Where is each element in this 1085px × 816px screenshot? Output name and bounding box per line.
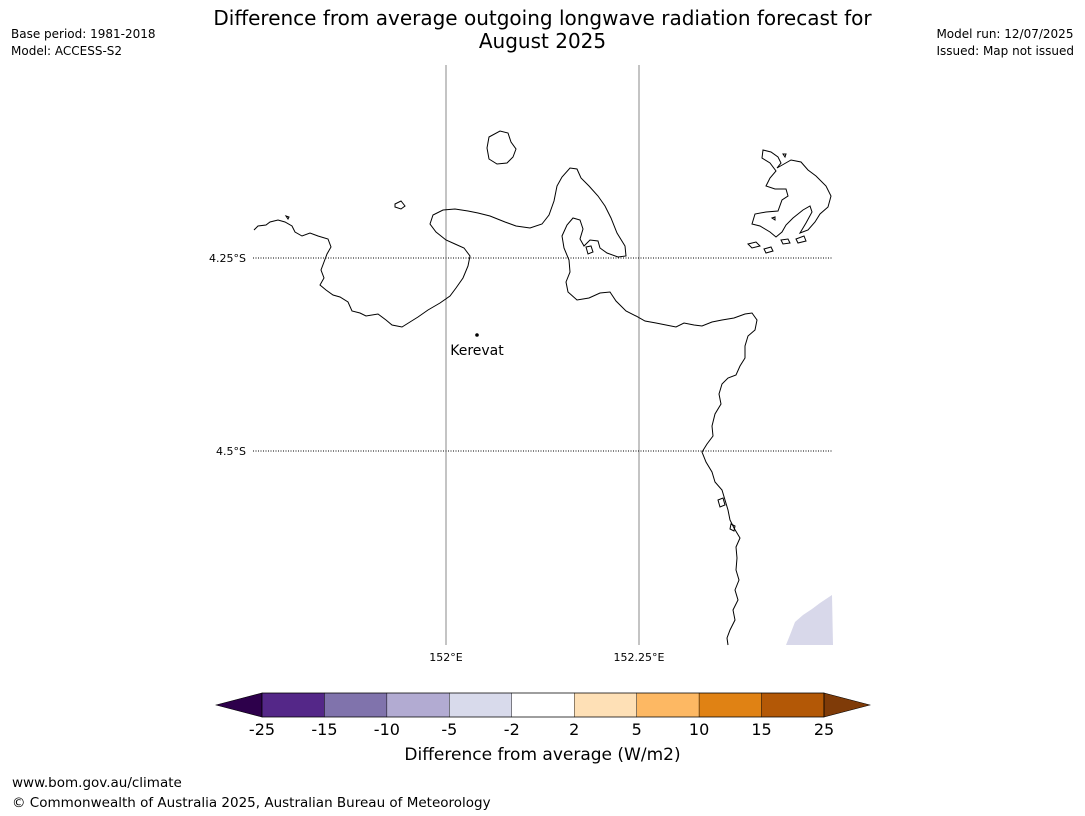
colorbar-outline — [261, 692, 825, 718]
colorbar-tick-label: 25 — [813, 720, 835, 739]
coastline-islet-ne-2 — [763, 246, 774, 254]
base-period-text: Base period: 1981-2018 — [11, 27, 156, 41]
colorbar-cell — [761, 692, 825, 718]
model-run-text: Model run: 12/07/2025 — [936, 27, 1074, 41]
coastline-islet-dot — [284, 215, 290, 220]
colorbar-tick-label: 10 — [688, 720, 710, 739]
footer-copyright: © Commonwealth of Australia 2025, Austra… — [12, 795, 491, 811]
coastline-islet-east-1 — [717, 497, 726, 508]
colorbar-cell — [261, 692, 325, 718]
coastline-island-north — [486, 130, 517, 165]
header-meta-right: Model run: 12/07/2025 Issued: Map not is… — [936, 26, 1074, 60]
coastline-islet-ne-5 — [770, 216, 776, 221]
map-title-line-2: August 2025 — [478, 29, 607, 53]
lat-label-4-25s: 4.25°S — [209, 252, 246, 265]
colorbar-tick-label: -2 — [503, 720, 520, 739]
colorbar-tick-label: 2 — [569, 720, 580, 739]
map-title-line-1: Difference from average outgoing longwav… — [213, 6, 872, 30]
colorbar-cell — [511, 692, 575, 718]
lon-label-152-25e: 152.25°E — [614, 651, 665, 664]
colorbar-extend-low — [215, 692, 263, 718]
coastline-main — [253, 167, 758, 646]
town-label-kerevat: Kerevat — [450, 343, 504, 359]
colorbar-tick-label: 5 — [631, 720, 642, 739]
header-meta-left: Base period: 1981-2018 Model: ACCESS-S2 — [11, 26, 156, 60]
lat-label-4-5s: 4.5°S — [216, 445, 246, 458]
colorbar-cell — [636, 692, 700, 718]
map-canvas: 4.25°S 4.5°S 152°E 152.25°E Kerevat — [209, 65, 833, 664]
colorbar-label: Difference from average (W/m2) — [404, 745, 681, 765]
colorbar-cell — [324, 692, 388, 718]
issued-text: Issued: Map not issued — [936, 44, 1074, 58]
coastline-islet-bay — [585, 245, 594, 255]
coastline-islet-ne-1 — [747, 241, 761, 249]
colorbar-tick-label: -10 — [373, 720, 400, 739]
colorbar-cell — [698, 692, 762, 718]
coastline-island-northeast — [751, 149, 832, 238]
map-title: Difference from average outgoing longwav… — [180, 7, 905, 53]
coastline-islet-ne-4 — [795, 235, 807, 244]
coastline-islet-ne-3 — [780, 238, 791, 245]
colorbar-tick-label: 15 — [751, 720, 772, 739]
colorbar — [215, 692, 871, 718]
lon-label-152e: 152°E — [429, 651, 462, 664]
footer-url[interactable]: www.bom.gov.au/climate — [12, 775, 182, 791]
colorbar-cell — [386, 692, 450, 718]
coastline — [253, 130, 832, 646]
coastline-islet-east-2 — [729, 523, 736, 532]
colorbar-cell — [449, 692, 512, 718]
town-marker-kerevat — [475, 333, 479, 337]
shaded-region — [786, 595, 833, 645]
colorbar-extend-high — [823, 692, 871, 718]
colorbar-tick-label: -25 — [248, 720, 276, 739]
coastline-islet-west — [394, 200, 406, 210]
colorbar-tick-label: -15 — [311, 720, 338, 739]
colorbar-tick-label: -5 — [441, 720, 458, 739]
colorbar-cell — [574, 692, 637, 718]
model-text: Model: ACCESS-S2 — [11, 44, 123, 58]
coastline-islet-ne-6 — [782, 153, 787, 159]
